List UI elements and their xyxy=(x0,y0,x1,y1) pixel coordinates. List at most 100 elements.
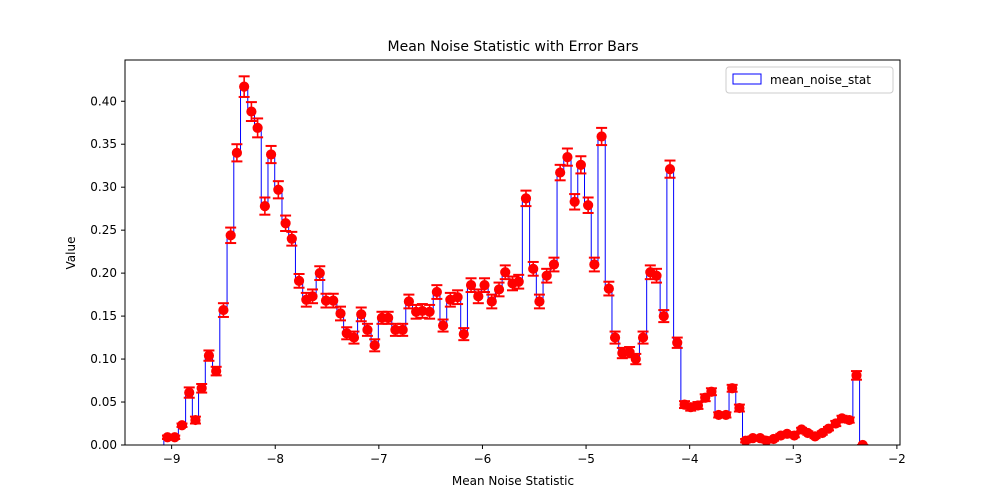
data-point xyxy=(293,275,305,286)
data-point xyxy=(692,400,704,411)
data-point xyxy=(569,196,580,207)
data-point xyxy=(624,347,635,358)
data-point xyxy=(603,283,614,294)
data-point xyxy=(218,304,229,316)
data-point xyxy=(789,430,800,441)
data-point xyxy=(658,310,669,322)
y-tick-label: 0.05 xyxy=(90,395,117,409)
data-point xyxy=(190,414,201,426)
y-tick-label: 0.25 xyxy=(90,223,117,237)
chart-title: Mean Noise Statistic with Error Bars xyxy=(388,39,639,55)
data-point xyxy=(493,284,505,295)
data-point xyxy=(541,270,552,281)
data-point xyxy=(314,268,325,279)
x-tick-label: −5 xyxy=(577,452,595,466)
data-point xyxy=(700,392,711,403)
data-point xyxy=(265,149,277,160)
x-tick-label: −2 xyxy=(888,452,906,466)
data-point xyxy=(609,332,621,343)
data-point xyxy=(286,233,297,244)
data-point xyxy=(369,340,380,351)
data-point xyxy=(356,309,367,320)
data-point xyxy=(437,320,449,331)
data-point xyxy=(583,200,594,211)
data-point xyxy=(664,164,676,175)
data-point xyxy=(362,324,373,335)
y-tick-label: 0.35 xyxy=(90,137,117,151)
data-point xyxy=(465,280,477,291)
data-point xyxy=(596,131,607,142)
y-tick-label: 0.30 xyxy=(90,180,117,194)
y-tick-label: 0.15 xyxy=(90,309,117,323)
plot-area: −9 −8 −7 −6 −5 −4 −3 −2 0.00 0.05 0.10 0.15 0.20 0.25… xyxy=(90,59,906,466)
data-point xyxy=(328,295,339,306)
x-tick-label: −7 xyxy=(370,452,388,466)
x-tick-label: −6 xyxy=(474,452,492,466)
data-point xyxy=(520,193,532,204)
data-point xyxy=(637,332,649,343)
data-point xyxy=(211,365,222,377)
data-point xyxy=(348,332,360,343)
data-point xyxy=(259,200,270,212)
data-point xyxy=(555,167,566,178)
data-point xyxy=(513,276,524,287)
data-point xyxy=(246,106,257,117)
y-tick-label: 0.10 xyxy=(90,352,117,366)
data-point xyxy=(720,409,732,421)
legend-box xyxy=(725,66,894,94)
data-point xyxy=(273,184,284,195)
x-tick-label: −4 xyxy=(681,452,699,466)
data-point xyxy=(203,350,215,361)
data-point xyxy=(479,280,490,291)
data-point xyxy=(280,218,291,229)
data-point xyxy=(239,81,250,92)
x-axis-label: Mean Noise Statistic xyxy=(452,474,574,488)
data-point xyxy=(252,122,263,133)
data-point xyxy=(651,270,662,281)
y-tick-label: 0.00 xyxy=(90,438,117,452)
data-point xyxy=(823,423,834,434)
data-point xyxy=(335,308,346,319)
x-tick-label: −9 xyxy=(163,452,181,466)
legend-swatch xyxy=(732,73,762,85)
data-point xyxy=(486,296,497,307)
data-point xyxy=(169,432,180,443)
data-point xyxy=(575,159,586,170)
data-point xyxy=(231,147,242,158)
data-point xyxy=(734,402,745,414)
x-tick-label: −8 xyxy=(266,452,284,466)
y-tick-label: 0.20 xyxy=(90,266,117,280)
bottom-mask xyxy=(125,445,900,452)
data-point xyxy=(528,263,539,274)
data-point xyxy=(184,387,195,398)
data-point xyxy=(307,291,318,302)
y-tick-label: 0.40 xyxy=(90,94,117,108)
data-point xyxy=(176,420,188,431)
data-point xyxy=(458,329,469,340)
data-point xyxy=(548,259,560,270)
data-point xyxy=(562,152,573,163)
data-point xyxy=(630,353,641,365)
data-point xyxy=(706,386,717,397)
data-point xyxy=(589,259,600,270)
y-axis-label: Value xyxy=(64,237,78,270)
data-point xyxy=(452,292,463,303)
data-point xyxy=(727,383,738,394)
data-point xyxy=(383,312,394,323)
data-point xyxy=(500,267,511,278)
data-point xyxy=(397,324,408,335)
legend: mean_noise_stat xyxy=(725,66,894,94)
data-point xyxy=(196,383,207,394)
data-point xyxy=(431,286,442,298)
x-tick-label: −3 xyxy=(784,452,802,466)
data-point xyxy=(403,296,414,307)
data-point xyxy=(225,230,236,241)
data-point xyxy=(473,291,484,302)
data-point xyxy=(851,370,862,381)
legend-label: mean_noise_stat xyxy=(770,73,871,87)
data-point xyxy=(534,296,545,307)
data-point xyxy=(844,414,855,426)
data-point xyxy=(672,337,683,348)
